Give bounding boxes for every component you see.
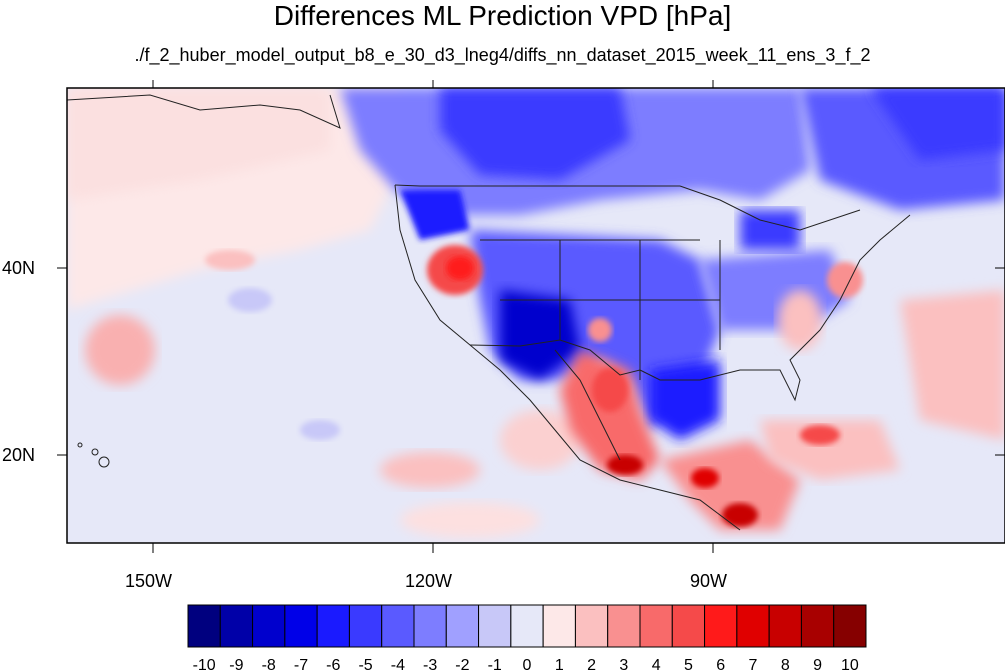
colorbar-label: -2 (455, 657, 469, 672)
colorbar-label: 7 (749, 657, 758, 672)
canada-cool-core (440, 88, 630, 180)
california-warm-core (446, 256, 474, 280)
colorbar-label: 10 (841, 657, 859, 672)
colorbar-swatch (574, 604, 609, 648)
caribbean-warm-core (800, 425, 840, 445)
colorbar-swatch (187, 604, 221, 648)
colorbar-label: -5 (358, 657, 372, 672)
lat-label: 40N (2, 258, 36, 278)
north-pacific-warm (67, 88, 330, 200)
colorbar-label: -4 (391, 657, 405, 672)
colorbar-label: 4 (652, 657, 661, 672)
atlantic-warm (900, 290, 1005, 440)
lon-label: 90W (690, 571, 728, 591)
colorbar-label: -1 (488, 657, 502, 672)
lon-label: 150W (125, 571, 173, 591)
colorbar-label: 2 (587, 657, 596, 672)
colorbar-label: 8 (781, 657, 790, 672)
colorbar-label: -7 (294, 657, 308, 672)
colorbar-swatch (348, 604, 383, 648)
central-america-warm-core (691, 468, 719, 488)
colorbar-swatch (542, 604, 576, 648)
colorbar-swatch (607, 604, 641, 648)
pacific-northwest-cool (400, 190, 470, 240)
map-title: Differences ML Prediction VPD [hPa] (273, 0, 732, 31)
central-america-warm (660, 440, 800, 530)
colorbar-swatch (510, 604, 544, 648)
colorbar-label: -8 (262, 657, 276, 672)
colorbar-swatch (219, 604, 254, 648)
caribbean-warm (760, 420, 900, 480)
pacific-warm-blob (205, 250, 255, 270)
colorbar-label: -3 (423, 657, 437, 672)
colorbar-swatch (704, 604, 738, 648)
colorbar-swatch (413, 604, 447, 648)
central-america-warm-core (722, 503, 758, 527)
colorbar-swatch (284, 604, 318, 648)
mexico-warm (560, 350, 660, 480)
colorbar-swatch (639, 604, 673, 648)
colorbar-label: -6 (326, 657, 340, 672)
vpd-difference-map (57, 80, 1005, 553)
mid-atlantic-warm (827, 262, 863, 298)
alaska-coast (67, 94, 341, 129)
colorbar-label: 1 (555, 657, 564, 672)
colorbar-swatch (478, 604, 512, 648)
mexico-warm-core (592, 368, 628, 412)
colorbar-label: 0 (523, 657, 532, 672)
colorbar-label: 3 (619, 657, 628, 672)
colorbar-swatch (736, 604, 770, 648)
pacific-cool-blob (228, 288, 272, 312)
colorbar-swatch (768, 604, 802, 648)
colorbar-swatch (252, 604, 286, 648)
southeast-warm (778, 290, 822, 350)
northeast-cool-core (870, 88, 1005, 160)
colorbar-label: -9 (229, 657, 243, 672)
map-frame (66, 87, 1005, 544)
map-field (67, 88, 1005, 543)
pacific-warm-blob (380, 452, 480, 488)
map-subtitle: ./f_2_huber_model_output_b8_e_30_d3_lneg… (134, 45, 871, 65)
colorbar-swatch (833, 604, 867, 648)
pacific-warm-blob (400, 502, 540, 538)
pacific-cool-blob (300, 420, 340, 440)
great-lakes-cool (740, 210, 800, 250)
pacific-warm-blob (500, 410, 580, 470)
colorbar-swatch (381, 604, 415, 648)
axis-ticks (57, 80, 1005, 553)
hawaii-islands (77, 442, 110, 468)
colorbar-label: 9 (813, 657, 822, 672)
colorbar-swatch (316, 604, 350, 648)
pacific-warm-blob (85, 315, 155, 385)
colorbar-label: 5 (684, 657, 693, 672)
colorbar-label: 6 (716, 657, 725, 672)
coastlines (394, 184, 911, 531)
lat-label: 20N (2, 445, 36, 465)
colorbar-swatch (671, 604, 706, 648)
colorbar-swatch (800, 604, 835, 648)
colorbar-label: -10 (193, 657, 216, 672)
colorbar-swatch (445, 604, 480, 648)
lon-label: 120W (405, 571, 453, 591)
mexico-warm-core (607, 455, 643, 475)
texas-warm-spot (588, 318, 612, 342)
